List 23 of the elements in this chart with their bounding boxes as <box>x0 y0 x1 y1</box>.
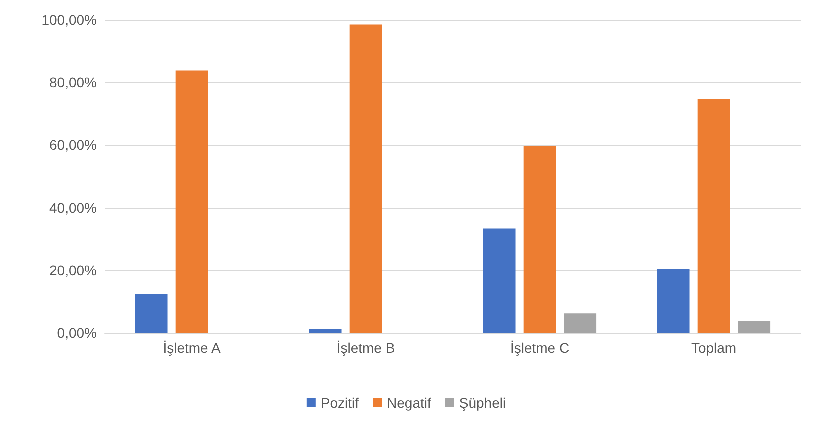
legend-label: Şüpheli <box>459 395 506 411</box>
bar <box>176 70 208 333</box>
x-tick-label: Toplam <box>691 340 737 356</box>
legend-label: Pozitif <box>320 395 360 411</box>
y-tick-label: 40,00% <box>50 200 97 216</box>
y-tick-label: 80,00% <box>50 74 97 91</box>
y-tick-label: 60,00% <box>50 137 97 154</box>
bar <box>309 330 342 333</box>
bar <box>738 321 771 333</box>
y-tick-label: 100,00% <box>42 12 97 28</box>
bar <box>524 146 556 333</box>
bar <box>564 314 597 333</box>
x-tick-label: İşletme A <box>163 340 222 356</box>
y-tick-label: 0,00% <box>57 325 97 341</box>
bar <box>135 294 168 333</box>
legend-label: Negatif <box>387 395 432 411</box>
bar <box>483 228 516 333</box>
bar <box>350 24 382 333</box>
x-tick-label: İşletme C <box>510 340 570 356</box>
y-tick-label: 20,00% <box>50 262 97 278</box>
x-tick-label: İşletme B <box>336 340 396 356</box>
bar <box>657 269 690 333</box>
bar <box>698 99 730 333</box>
